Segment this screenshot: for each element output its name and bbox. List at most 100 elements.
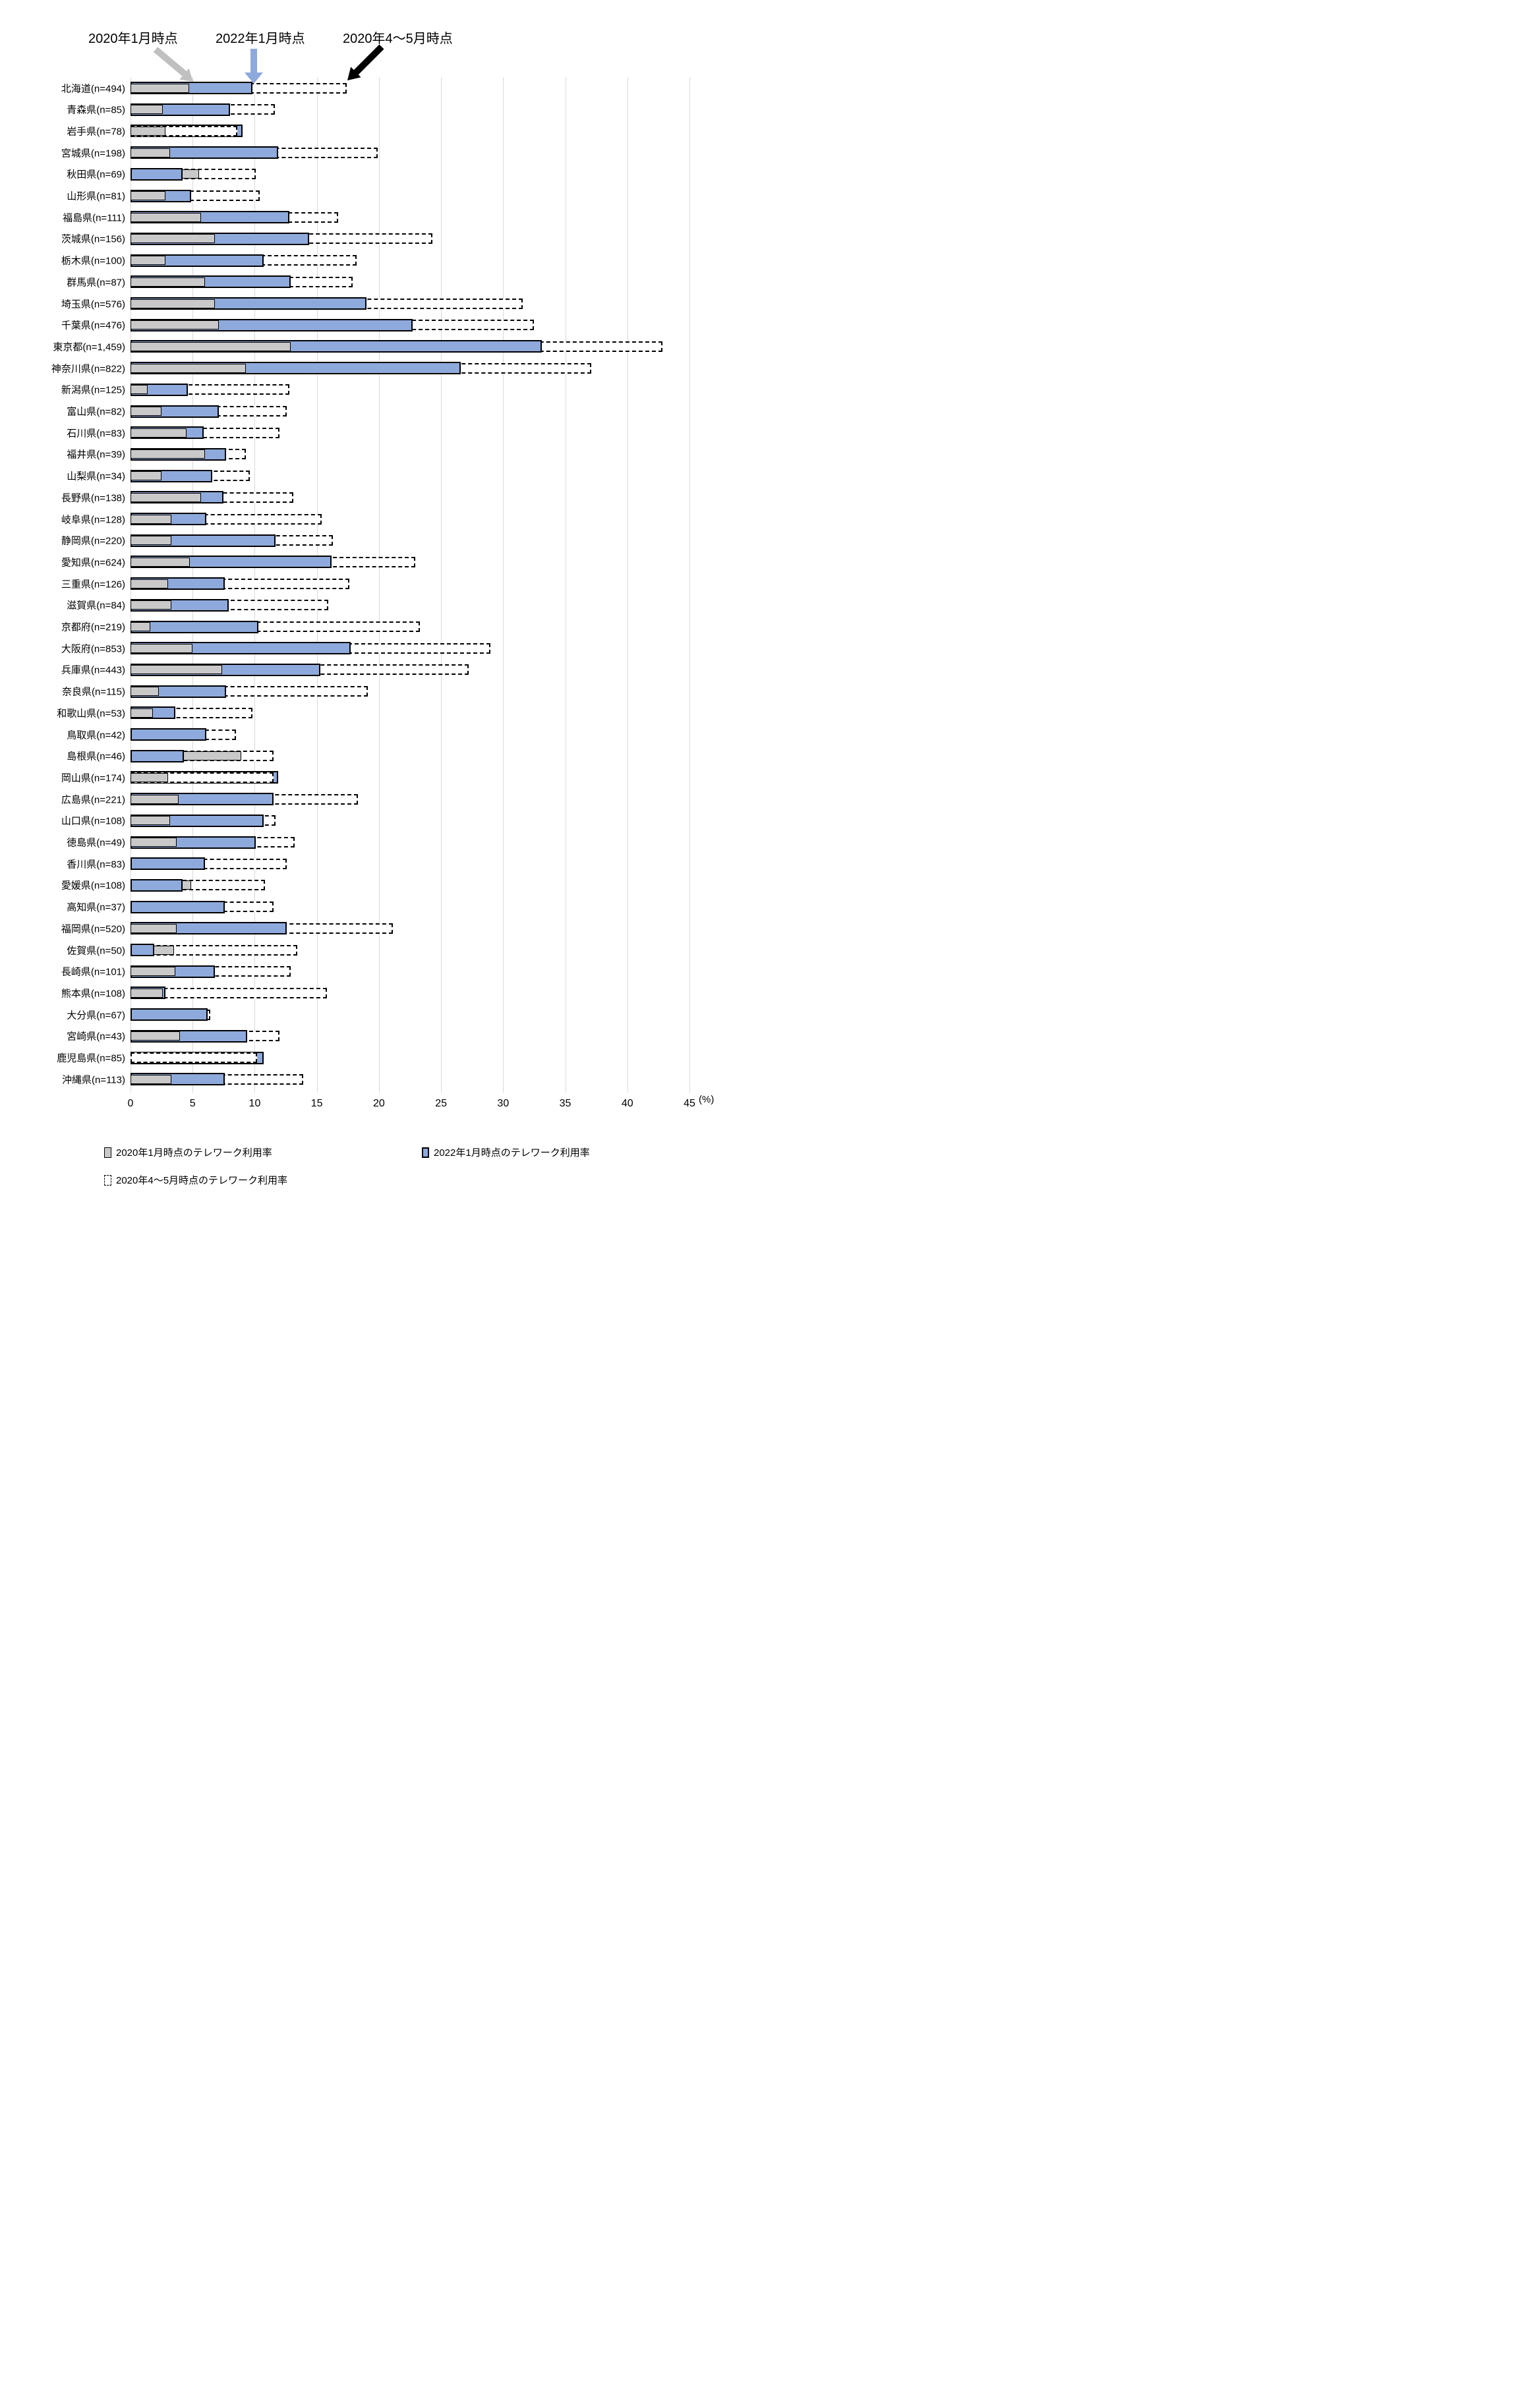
bar-gray-series [131,492,202,502]
axis-unit-label: (%) [699,1094,715,1105]
bar-area [131,120,689,142]
category-label: 徳島県(n=49) [67,837,125,849]
x-axis-tick-label: 35 [559,1098,571,1109]
bar-gray-series [131,1074,172,1084]
category-label: 山形県(n=81) [67,190,125,202]
bar-area [131,530,689,552]
bar-row: 群馬県(n=87) [0,271,760,293]
category-label: 石川県(n=83) [67,428,125,440]
category-label: 秋田県(n=69) [67,169,125,181]
bar-gray-series [131,83,189,93]
annotation-apr-may-2020: 2020年4～5月時点 [343,32,453,46]
category-label: 鳥取県(n=42) [67,730,125,741]
bar-area [131,1068,689,1090]
bar-row: 石川県(n=83) [0,422,760,444]
bar-area [131,745,689,767]
gridline [441,77,442,1093]
category-label: 長崎県(n=101) [61,966,125,978]
category-label: 長野県(n=138) [61,492,125,504]
bar-gray-series [131,449,206,459]
x-axis-tick-label: 45 [684,1098,695,1109]
bar-gray-series [131,536,172,546]
bar-row: 鳥取県(n=42) [0,724,760,745]
bar-dashed-series [131,1052,258,1063]
bar-area [131,874,689,896]
bar-gray-series [131,687,160,697]
legend-label: 2022年1月時点のテレワーク利用率 [434,1147,590,1159]
bar-gray-series [131,385,148,395]
bar-row: 宮城県(n=198) [0,142,760,163]
bar-gray-series [131,514,172,524]
bar-area [131,917,689,939]
bar-area [131,99,689,121]
bar-area [131,250,689,272]
bar-blue-series [131,857,206,871]
bar-row: 秋田県(n=69) [0,163,760,185]
bar-gray-series [131,665,223,675]
bar-gray-series [131,191,165,200]
bar-area [131,573,689,594]
category-label: 三重県(n=126) [61,579,125,590]
category-label: 福島県(n=111) [63,212,125,224]
bar-row: 北海道(n=494) [0,77,760,99]
bar-gray-series [131,277,206,287]
bar-area [131,637,689,659]
category-label: 静岡県(n=220) [61,535,125,547]
category-label: 佐賀県(n=50) [67,945,125,956]
category-label: 兵庫県(n=443) [61,664,125,676]
bar-gray-series [131,1031,181,1041]
bar-gray-series [131,838,177,847]
category-label: 大分県(n=67) [67,1010,125,1021]
bar-row: 愛知県(n=624) [0,551,760,573]
category-label: 大阪府(n=853) [61,643,125,655]
bar-gray-series [131,816,171,826]
category-label: 島根県(n=46) [67,751,125,762]
bar-area [131,444,689,465]
bar-gray-series [131,234,216,244]
bar-area [131,788,689,810]
bar-blue-series [131,900,225,913]
bar-row: 滋賀県(n=84) [0,594,760,616]
legend-item-jan-2022: 2022年1月時点のテレワーク利用率 [422,1145,590,1159]
bar-row: 静岡県(n=220) [0,530,760,552]
category-label: 愛知県(n=624) [61,557,125,569]
category-label: 神奈川県(n=822) [51,363,125,375]
bar-area [131,939,689,961]
bar-row: 茨城県(n=156) [0,228,760,250]
bar-gray-series [131,256,165,266]
bar-area [131,853,689,874]
bar-area [131,1047,689,1069]
bar-area [131,659,689,681]
bar-gray-series [131,428,187,438]
bar-row: 広島県(n=221) [0,788,760,810]
bar-gray-series [131,105,163,115]
gridline [503,77,504,1093]
bar-row: 島根県(n=46) [0,745,760,767]
bar-row: 高知県(n=37) [0,896,760,918]
category-label: 高知県(n=37) [67,902,125,913]
bar-row: 兵庫県(n=443) [0,659,760,681]
legend-swatch-dashed [104,1174,111,1186]
bar-area [131,379,689,401]
bar-blue-series [131,1008,208,1021]
x-axis-tick-label: 40 [621,1098,633,1109]
legend-label: 2020年1月時点のテレワーク利用率 [116,1147,272,1159]
bar-gray-series [131,320,219,330]
bar-area [131,142,689,163]
category-label: 茨城県(n=156) [61,233,125,245]
bar-row: 香川県(n=83) [0,853,760,874]
bar-row: 鹿児島県(n=85) [0,1047,760,1069]
bar-gray-series [131,923,177,933]
telework-rate-by-prefecture-chart: 2020年1月時点 2022年1月時点 2020年4～5月時点 北海道(n=49… [0,0,760,1204]
x-axis-tick-label: 30 [497,1098,510,1109]
bar-row: 山形県(n=81) [0,185,760,207]
category-label: 富山県(n=82) [67,406,125,418]
category-label: 岐阜県(n=128) [61,514,125,525]
x-axis-tick-label: 10 [248,1098,261,1109]
gridline [378,77,380,1093]
bar-gray-series [131,212,202,222]
bar-area [131,810,689,832]
bar-gray-series [131,772,168,782]
bar-gray-series [131,988,163,998]
bar-row: 埼玉県(n=576) [0,293,760,314]
